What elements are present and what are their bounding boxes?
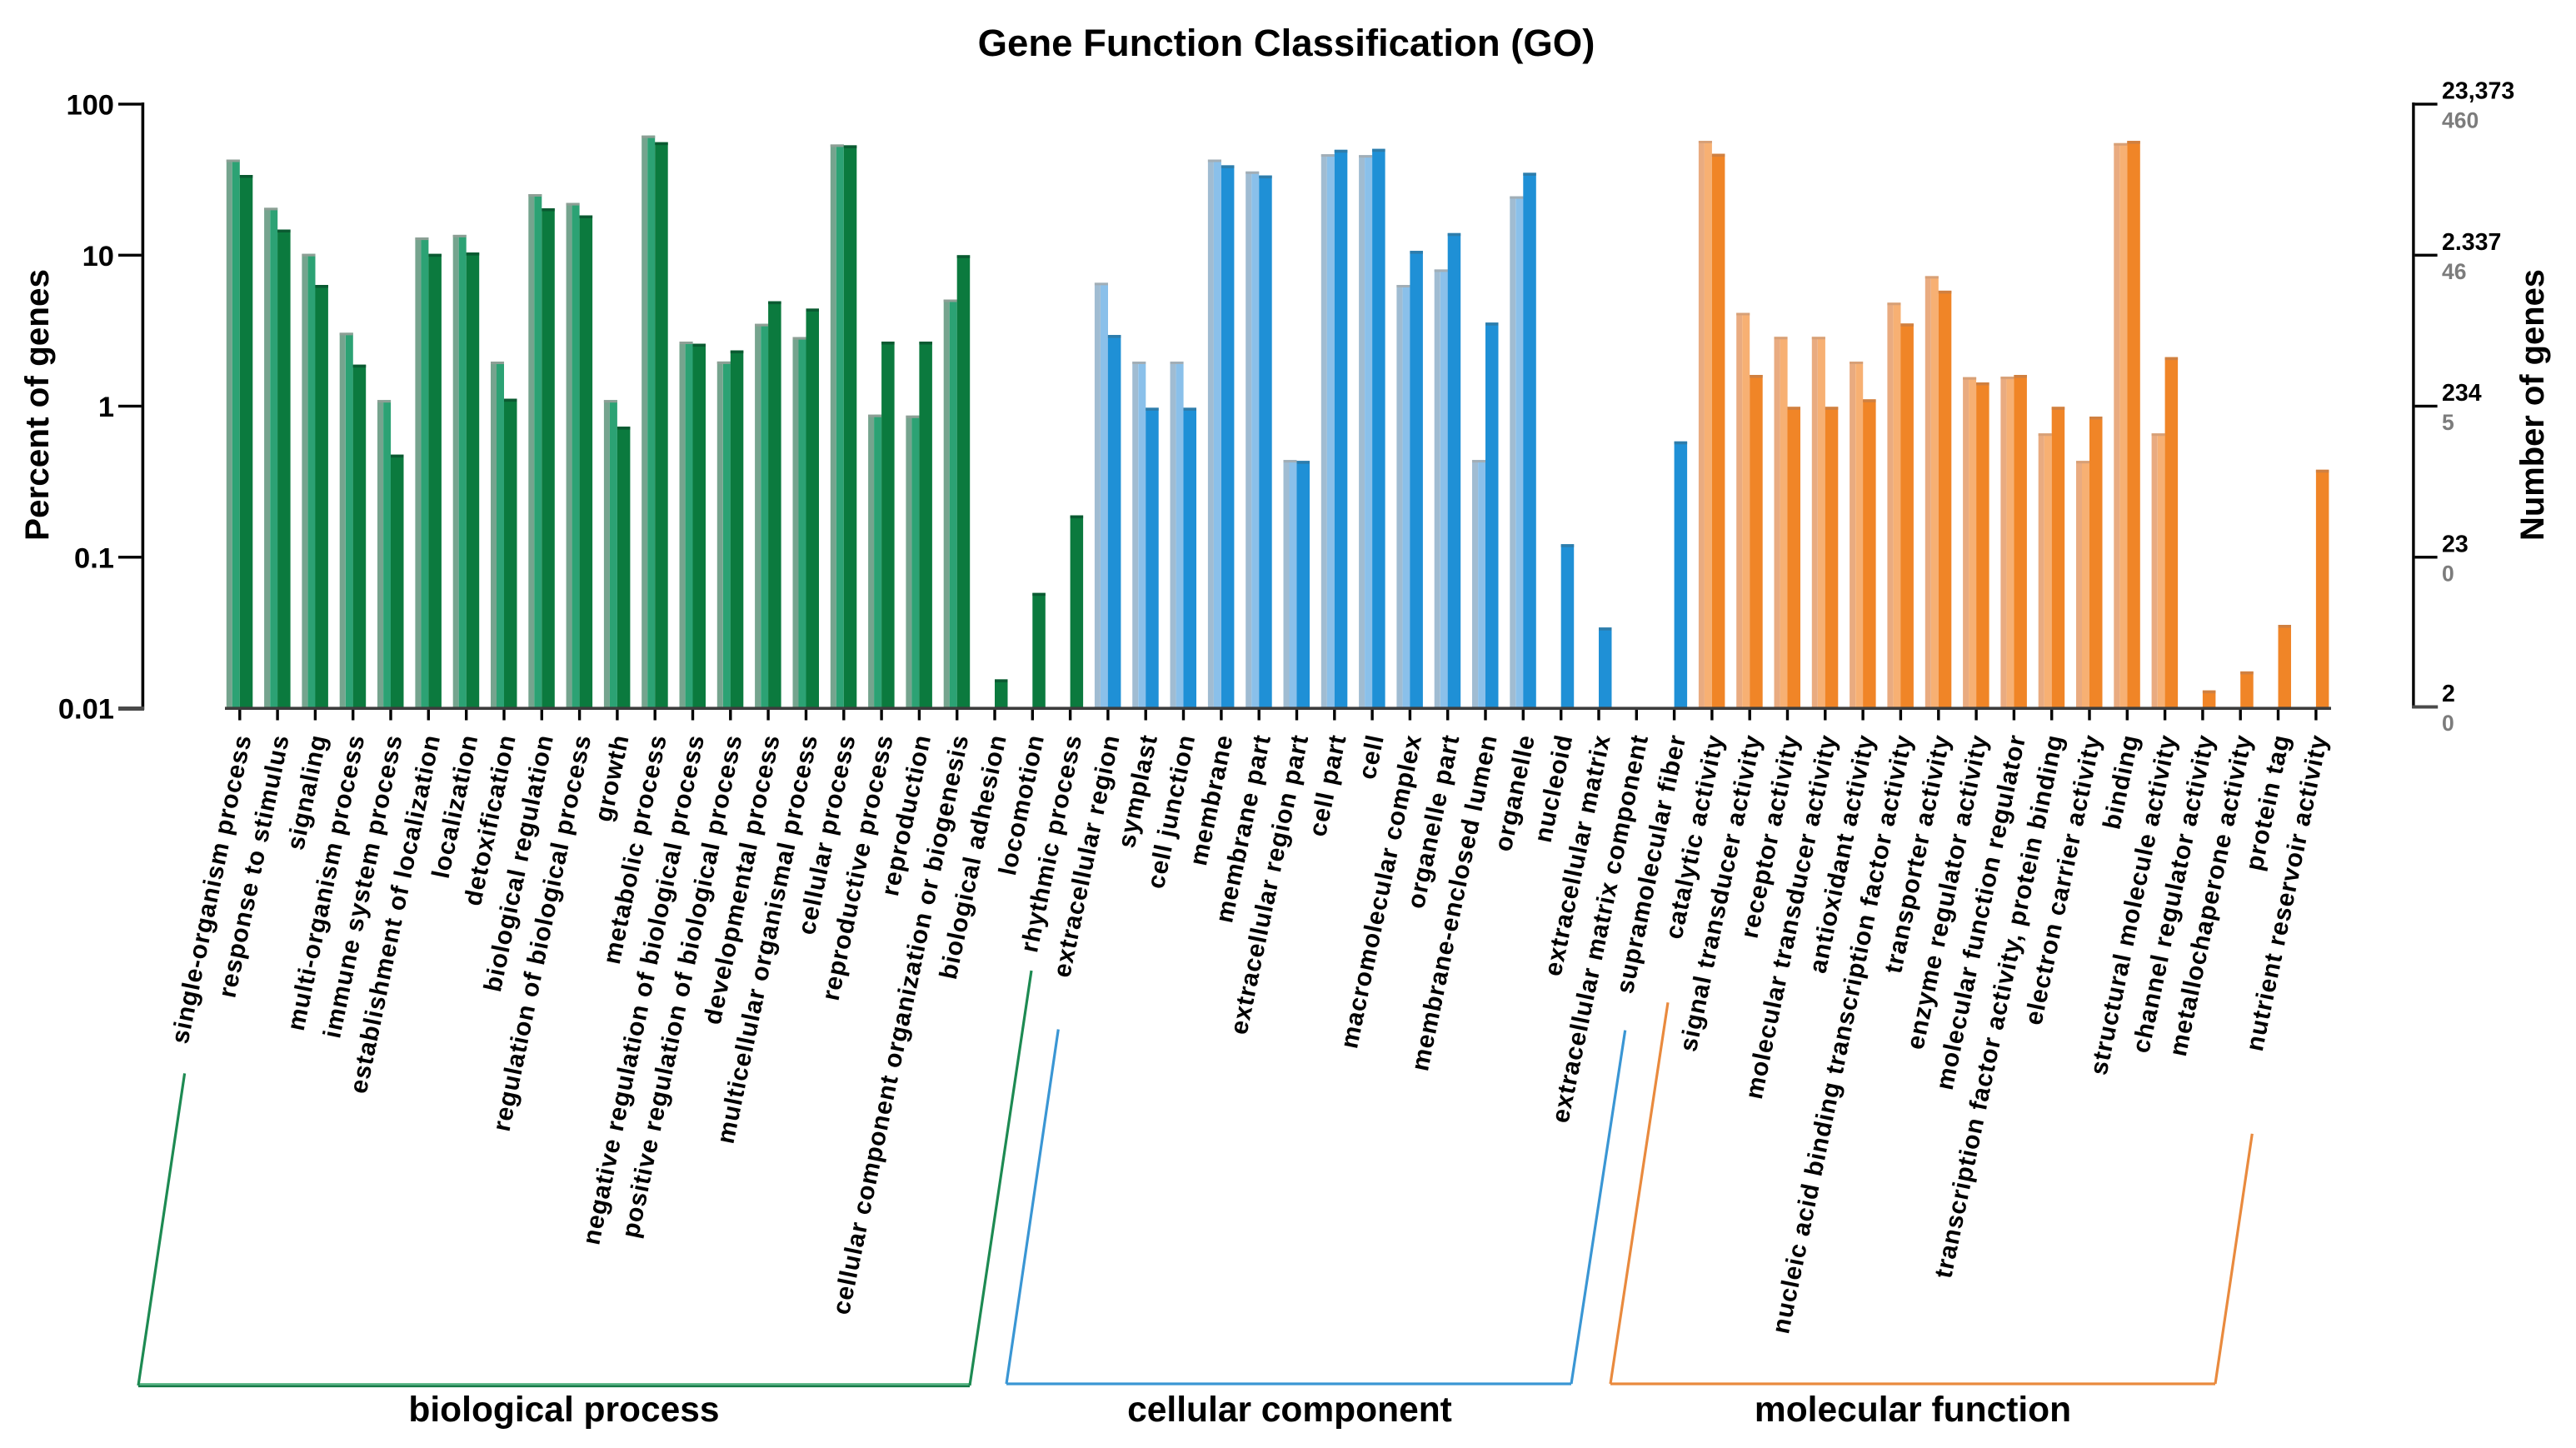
svg-text:molecular function: molecular function — [1755, 1391, 2071, 1430]
svg-text:0: 0 — [2442, 561, 2454, 586]
svg-text:0.1: 0.1 — [74, 542, 114, 574]
svg-text:biological process: biological process — [408, 1391, 719, 1430]
svg-text:2.337: 2.337 — [2442, 229, 2501, 256]
svg-text:Percent of genes: Percent of genes — [19, 269, 56, 541]
svg-text:23: 23 — [2442, 531, 2469, 557]
svg-text:Number of genes: Number of genes — [2514, 269, 2551, 541]
svg-text:100: 100 — [66, 90, 114, 122]
svg-text:23,373: 23,373 — [2442, 78, 2514, 105]
svg-text:growth: growth — [590, 732, 635, 824]
svg-text:460: 460 — [2442, 108, 2479, 133]
svg-text:cell: cell — [1354, 732, 1390, 782]
svg-text:10: 10 — [82, 241, 114, 272]
svg-text:5: 5 — [2442, 410, 2454, 435]
svg-text:0.01: 0.01 — [58, 694, 114, 726]
svg-text:46: 46 — [2442, 259, 2466, 284]
svg-text:Gene Function Classification (: Gene Function Classification (GO) — [978, 22, 1595, 64]
svg-text:2: 2 — [2442, 681, 2455, 707]
svg-text:cellular component: cellular component — [1127, 1391, 1452, 1430]
svg-text:0: 0 — [2442, 711, 2454, 736]
svg-text:234: 234 — [2442, 380, 2482, 407]
svg-text:1: 1 — [98, 392, 114, 423]
svg-text:nutrient reservoir activity: nutrient reservoir activity — [2241, 732, 2334, 1054]
